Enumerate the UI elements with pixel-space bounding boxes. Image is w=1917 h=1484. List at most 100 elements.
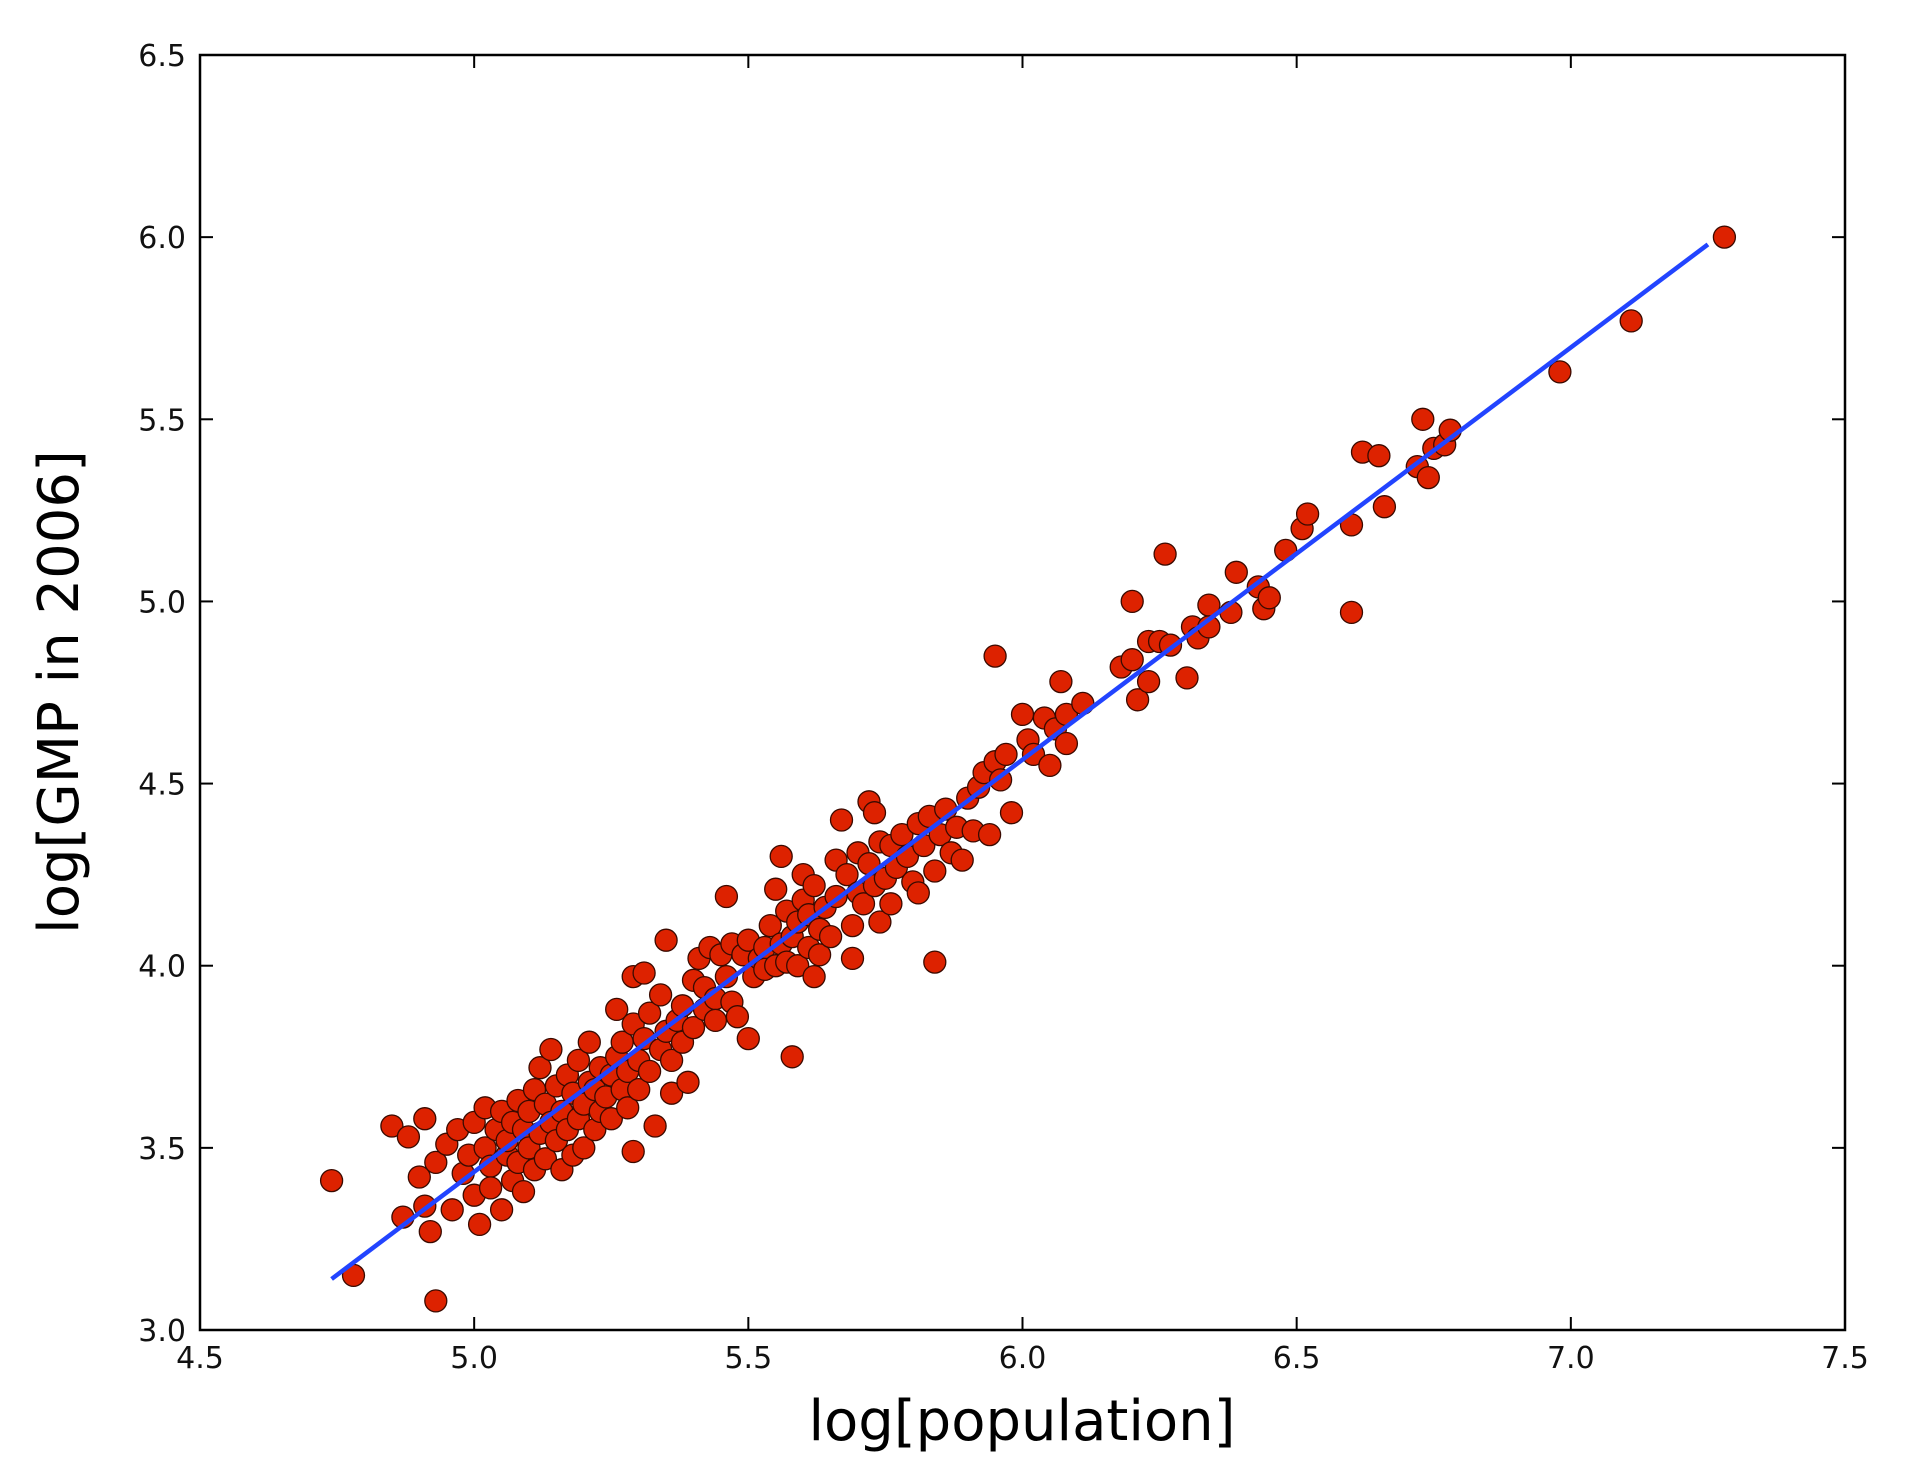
data-point — [780, 1045, 804, 1069]
fit-line-layer — [330, 242, 1710, 1281]
data-point — [424, 1150, 448, 1175]
data-point — [1224, 560, 1248, 584]
data-point — [659, 1048, 684, 1073]
data-point — [533, 1147, 558, 1171]
data-point — [840, 913, 865, 938]
data-point — [890, 822, 914, 847]
data-point — [802, 964, 826, 989]
y-tick-label: 4.5 — [138, 768, 186, 803]
data-point — [1295, 502, 1320, 526]
data-point — [1049, 669, 1073, 694]
data-point — [654, 928, 678, 952]
y-tick-label: 5.5 — [138, 403, 186, 438]
data-point — [616, 1096, 640, 1120]
data-point — [1411, 407, 1435, 431]
data-point — [632, 961, 656, 985]
data-point — [396, 1125, 421, 1149]
data-point — [1416, 465, 1440, 490]
fit-line — [330, 242, 1710, 1281]
data-point — [714, 884, 739, 909]
y-tick-label: 3.5 — [138, 1132, 186, 1167]
data-point — [1010, 702, 1035, 727]
data-point — [648, 983, 673, 1007]
data-point — [758, 913, 782, 938]
data-point — [829, 808, 854, 832]
data-point — [511, 1179, 536, 1204]
data-point — [923, 859, 947, 883]
data-point — [1038, 753, 1062, 778]
y-axis-label: log[GMP in 2006] — [27, 450, 92, 934]
data-point — [659, 1081, 684, 1105]
data-point — [1054, 731, 1079, 756]
data-point — [599, 1107, 623, 1131]
data-point — [818, 924, 843, 949]
x-tick-label: 6.0 — [999, 1341, 1047, 1376]
data-point — [802, 873, 826, 898]
data-point — [1619, 309, 1643, 333]
data-point — [835, 862, 859, 887]
data-point — [572, 1136, 596, 1160]
x-tick-label: 6.5 — [1273, 1341, 1321, 1376]
data-point — [413, 1107, 437, 1131]
data-point — [906, 881, 930, 905]
data-point — [1548, 360, 1572, 384]
data-point — [1120, 589, 1144, 614]
data-point — [440, 1198, 464, 1222]
data-point — [1120, 648, 1144, 672]
data-point — [681, 1015, 706, 1040]
x-axis-ticks: 4.5 5.0 5.5 6.0 6.5 7.0 7.5 — [176, 55, 1869, 1376]
data-point — [1153, 542, 1177, 566]
data-point — [577, 1030, 601, 1054]
y-tick-label: 3.0 — [138, 1314, 186, 1349]
data-point — [725, 1005, 750, 1029]
data-point — [977, 822, 1002, 847]
data-point — [528, 1056, 552, 1080]
y-tick-label: 6.0 — [138, 221, 186, 256]
y-axis-ticks: 3.0 3.5 4.0 4.5 5.0 5.5 6.0 6.5 — [138, 39, 1845, 1349]
data-point — [1125, 688, 1150, 712]
data-point — [489, 1198, 514, 1222]
data-point — [424, 1289, 448, 1313]
x-axis-label: log[population] — [808, 1389, 1235, 1454]
data-point — [627, 1077, 651, 1102]
x-tick-label: 7.0 — [1547, 1341, 1595, 1376]
data-point — [478, 1176, 503, 1200]
data-points — [319, 225, 1737, 1313]
data-point — [868, 910, 892, 934]
data-point — [1367, 444, 1391, 468]
data-point — [769, 844, 793, 869]
data-point — [923, 950, 947, 974]
data-point — [1339, 600, 1364, 625]
data-point — [851, 892, 876, 916]
data-point — [999, 801, 1024, 825]
data-point — [736, 1026, 760, 1051]
y-tick-label: 5.0 — [138, 585, 186, 620]
data-point — [1136, 669, 1161, 694]
data-point — [380, 1114, 404, 1138]
data-point — [994, 742, 1018, 767]
y-tick-label: 4.0 — [138, 950, 186, 985]
data-point — [1175, 666, 1199, 690]
data-point — [407, 1165, 431, 1189]
data-point — [643, 1114, 667, 1138]
data-point — [418, 1219, 442, 1244]
data-point — [862, 801, 887, 825]
data-point — [1712, 225, 1737, 249]
x-tick-label: 5.0 — [450, 1341, 498, 1376]
data-point — [1372, 495, 1397, 519]
data-point — [703, 1008, 728, 1033]
data-point — [764, 877, 788, 901]
data-point — [676, 1070, 700, 1094]
x-tick-label: 5.5 — [724, 1341, 772, 1376]
x-tick-label: 7.5 — [1821, 1341, 1869, 1376]
x-tick-label: 4.5 — [176, 1341, 224, 1376]
data-point — [840, 946, 865, 971]
data-point — [950, 848, 974, 872]
data-point — [786, 954, 810, 978]
data-point — [605, 997, 629, 1022]
data-point — [467, 1212, 492, 1237]
data-point — [879, 892, 903, 916]
data-point — [637, 1001, 662, 1025]
data-point — [807, 943, 832, 967]
